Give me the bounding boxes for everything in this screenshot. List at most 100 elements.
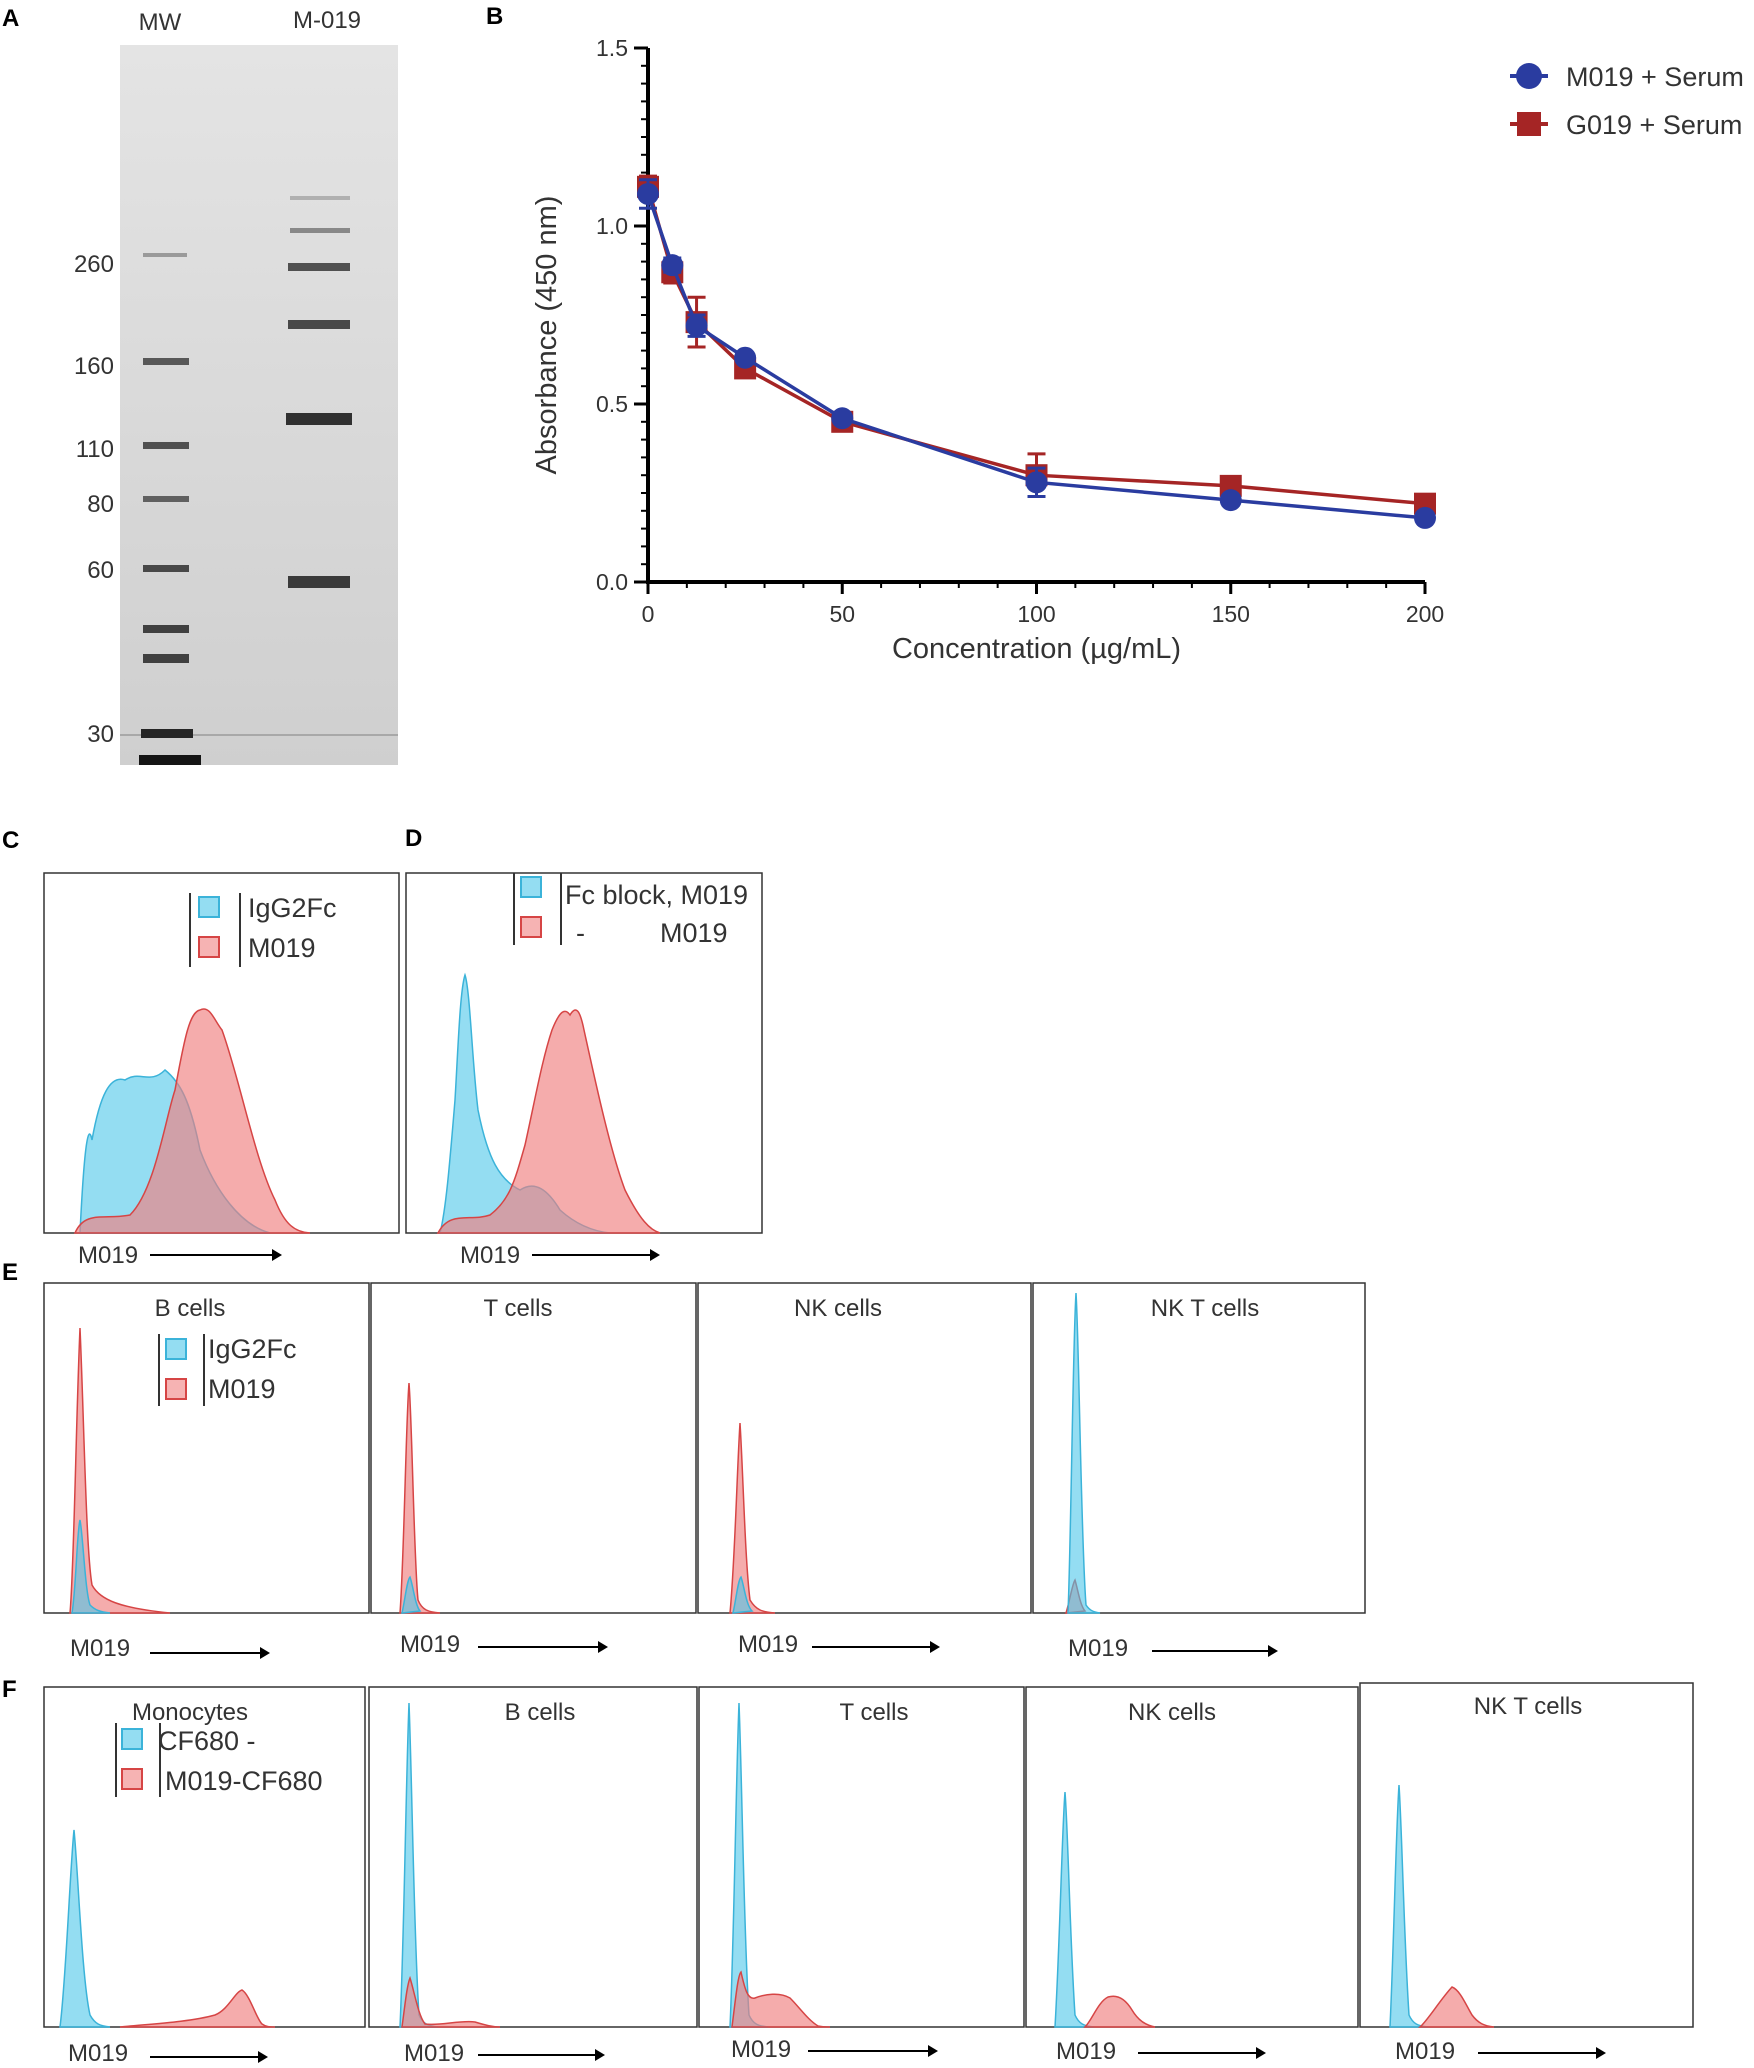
f-plot-nk-cells: NK cells M019 [1025,1686,1359,2065]
marker-60: 60 [87,557,114,584]
f-plot-monocytes: Monocytes CF680 - M019-CF680 M019 [43,1686,366,2067]
arrow-head-icon [595,2049,605,2061]
absorbance-chart: 0.0 0.5 1.0 1.5 0 50 100 150 200 Concentration (µ… [531,35,1444,665]
plot-title: T cells [840,1699,909,1726]
histogram-cf680 [399,1702,439,2028]
arrow-head-icon [598,1641,608,1653]
plot-title: NK T cells [1151,1295,1259,1322]
legend-c: IgG2Fc M019 [189,893,337,967]
e-plot-nk-t-cells: NK T cells M019 [1032,1282,1366,1662]
ladder-band [143,358,189,365]
f-plot-nk-t-cells: NK T cells M019 [1359,1682,1694,2065]
legend-label-m019: M019 [208,1374,276,1404]
ladder-band [143,654,189,663]
arrow-head-icon [928,2045,938,2057]
panel-d: D Fc block, M019 - M019 M019 [405,825,763,1269]
plot-title: NK cells [794,1295,882,1322]
legend-swatch-blue [198,896,220,918]
lane-label-mw: MW [139,9,182,36]
ladder-band [143,496,189,502]
legend-marker-circle [1516,63,1542,89]
ladder-band [141,729,193,738]
plot-frame [1032,1282,1366,1614]
sample-band [286,413,352,425]
arrow-head-icon [1596,2047,1606,2059]
f-plot-t-cells: T cells M019 [698,1686,1025,2063]
legend-label-cf680: CF680 - [158,1726,256,1756]
f-plot-b-cells: B cells M019 [368,1686,698,2067]
data-point-m019 [1414,506,1436,529]
x-axis-label: M019 [1056,2038,1116,2065]
data-point-m019 [1025,471,1048,494]
legend-label-g019: G019 + Serum [1566,110,1742,140]
legend-swatch-red [520,916,542,938]
x-axis-label: M019 [78,1242,138,1269]
panel-a: A MW M-019 260 160 110 80 60 30 [2,5,398,765]
e-plot-b-cells: B cells IgG2Fc M019 M019 [43,1282,370,1662]
marker-110: 110 [76,436,114,463]
histogram-m019 [436,1009,661,1234]
x-tick-label: 100 [1017,601,1055,627]
sample-band [290,228,350,233]
histogram-m019-cf680 [119,1989,276,2028]
histogram-m019-cf680 [731,1970,831,2028]
y-axis-title: Absorbance (450 nm) [531,196,563,475]
arrow-head-icon [1256,2047,1266,2059]
histogram-cf680 [1389,1784,1429,2028]
legend-label-igg2fc: IgG2Fc [208,1334,297,1364]
legend-label-m019: M019 [248,933,316,963]
lane-label-m019: M-019 [293,7,361,34]
legend-swatch-blue [121,1728,143,1750]
mw-ladder [139,253,201,765]
legend-swatch-red [165,1378,187,1400]
panel-c: C IgG2Fc M019 M019 [2,827,400,1269]
plot-title: B cells [155,1295,226,1322]
legend-e: IgG2Fc M019 [158,1334,297,1406]
plot-frame [697,1282,1032,1614]
data-point-m019 [734,346,757,369]
legend-swatch-blue [520,876,542,898]
histogram-cf680 [1054,1791,1095,2028]
histogram-m019-cf680 [401,1975,501,2028]
histogram-m019 [73,1008,311,1234]
plot-frame [698,1686,1025,2028]
x-tick-label: 150 [1212,601,1250,627]
marker-160: 160 [74,353,114,380]
legend-item-m019: M019 + Serum [1510,62,1744,92]
x-tick-label: 0 [642,601,655,627]
y-tick-label: 1.5 [596,35,628,61]
x-axis-label: M019 [731,2036,791,2063]
plot-title: NK cells [1128,1699,1216,1726]
histogram-igg2fc [1067,1292,1101,1614]
legend-item-g019: G019 + Serum [1510,110,1742,140]
m019-lane [286,196,352,588]
panel-f: F Monocytes CF680 - M019-CF680 M019 B ce… [2,1676,1694,2067]
e-plot-nk-cells: NK cells M019 [697,1282,1032,1658]
legend-f: CF680 - M019-CF680 [115,1723,323,1797]
ladder-band [143,442,189,449]
plot-title: T cells [484,1295,553,1322]
x-tick-label: 200 [1406,601,1444,627]
legend-label-m019-cf680: M019-CF680 [165,1766,323,1796]
plot-title: NK T cells [1474,1693,1582,1720]
histogram-cf680 [729,1702,769,2028]
x-axis-title: Concentration (µg/mL) [892,633,1181,665]
histogram-m019-cf680 [1418,1986,1495,2028]
arrow-head-icon [260,1647,270,1659]
arrow-head-icon [930,1641,940,1653]
ladder-band [139,755,201,765]
sample-band [290,196,350,200]
data-point-m019 [661,254,684,277]
legend-swatch-red [121,1768,143,1790]
panel-b-letter: B [486,3,503,30]
data-point-m019 [637,182,659,205]
x-axis-label: M019 [1395,2038,1455,2065]
sample-band [288,263,350,271]
marker-30: 30 [87,721,114,748]
arrow-head-icon [272,1249,282,1261]
legend-swatch-blue [165,1338,187,1360]
panel-c-letter: C [2,827,19,854]
plot-title: B cells [505,1699,576,1726]
x-axis-label: M019 [400,1631,460,1658]
